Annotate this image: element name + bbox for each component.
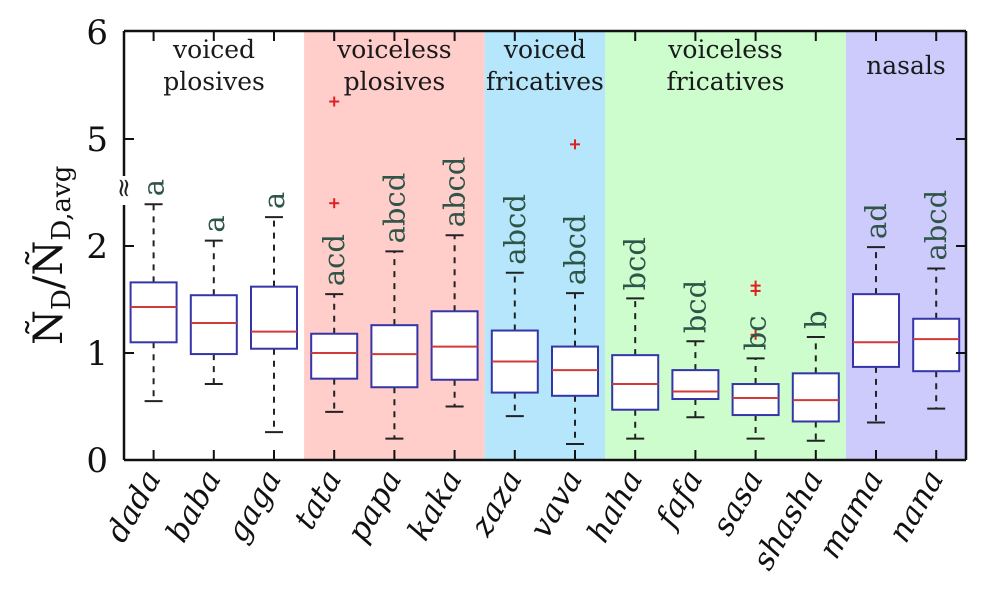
y-tick-label: 0 — [86, 441, 108, 481]
x-tick-label: vava — [523, 464, 590, 544]
boxes — [129, 96, 961, 445]
significance-letter: abcd — [558, 214, 592, 285]
iqr-box — [671, 369, 720, 401]
box-papa — [370, 250, 419, 440]
y-tick-label: 1 — [86, 334, 108, 374]
x-tick-label: papa — [340, 464, 410, 548]
box-fafa — [671, 340, 720, 419]
y-tick-label: 6 — [86, 13, 108, 53]
y-tick-label: 2 — [86, 227, 108, 267]
x-tick-label: dada — [99, 464, 169, 548]
box-tata — [310, 96, 359, 413]
group-label-text: plosives — [163, 67, 265, 96]
x-tick-label: baba — [159, 464, 229, 548]
axis-break-icon: ≈ — [109, 177, 139, 199]
significance-letter: a — [137, 179, 171, 196]
x-tick-label: zaza — [463, 464, 529, 543]
x-tick-label: haha — [580, 464, 650, 549]
iqr-box — [551, 345, 599, 397]
y-tick-label: 5 — [86, 120, 108, 160]
iqr-box — [370, 324, 419, 389]
significance-letter: a — [257, 192, 291, 209]
x-tick-label: nana — [881, 464, 951, 549]
y-axis-ticks: 0 1 2 5 6 — [86, 13, 966, 481]
x-tick-label: fafa — [648, 464, 710, 536]
iqr-box — [430, 310, 479, 381]
significance-letter: b — [799, 310, 833, 329]
iqr-box — [731, 383, 780, 417]
iqr-box — [189, 294, 238, 356]
significance-letter: abcd — [498, 194, 532, 265]
x-tick-label: tata — [287, 464, 349, 536]
box-mama — [852, 246, 900, 424]
x-tick-label: kaka — [401, 464, 469, 547]
box-vava — [551, 139, 599, 445]
significance-letter: bcd — [618, 237, 652, 290]
group-label-text: voiced — [503, 35, 586, 64]
group-labels: voicedplosivesvoicelessplosivesvoicedfri… — [163, 35, 946, 96]
y-axis-label: ÑD/ÑD,avg — [25, 166, 77, 345]
iqr-box — [611, 354, 660, 411]
box-dada — [129, 203, 178, 403]
group-label-text: fricatives — [667, 67, 785, 96]
box-baba — [189, 239, 238, 386]
y-label-subscript: D — [47, 289, 77, 310]
iqr-box — [250, 285, 298, 350]
iqr-box — [310, 332, 359, 380]
significance-letter: bcd — [678, 280, 712, 333]
group-label-text: voiceless — [667, 35, 782, 64]
box-shasha — [791, 335, 840, 442]
group-label-text: nasals — [866, 51, 946, 80]
x-tick-label: gaga — [219, 464, 289, 548]
y-label-part: Ñ — [25, 241, 72, 276]
box-kaka — [430, 234, 479, 408]
box-sasa — [731, 280, 780, 440]
group-region-4 — [845, 31, 966, 460]
box-nana — [912, 267, 961, 410]
box-zaza — [490, 271, 539, 418]
significance-letter: acd — [317, 234, 351, 286]
plot-frame: ≈ — [109, 29, 968, 462]
significance-letter: abcd — [438, 157, 472, 228]
significance-letter: abcd — [919, 190, 953, 261]
group-label-text: fricatives — [486, 67, 604, 96]
iqr-box — [912, 317, 961, 373]
box-haha — [611, 297, 660, 440]
y-label-subscript: D,avg — [47, 166, 77, 241]
y-label-part: Ñ — [25, 310, 72, 345]
group-label-text: plosives — [344, 67, 446, 96]
iqr-box — [791, 372, 840, 423]
significance-letter: bc — [739, 316, 773, 351]
y-axis-label-text: ÑD/ÑD,avg — [25, 166, 77, 345]
significance-letter: abcd — [377, 173, 411, 244]
iqr-box — [852, 293, 900, 368]
iqr-box — [129, 281, 178, 344]
significance-letter: a — [197, 215, 231, 232]
y-label-part: / — [26, 275, 72, 289]
box-gaga — [250, 216, 298, 434]
significance-letter: ad — [859, 203, 893, 239]
